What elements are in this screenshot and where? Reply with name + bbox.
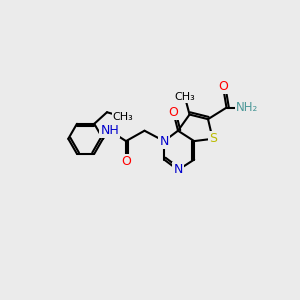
Text: O: O [121, 155, 131, 168]
Text: N: N [173, 164, 183, 176]
Text: O: O [218, 80, 228, 93]
Text: NH₂: NH₂ [236, 101, 258, 114]
Text: S: S [209, 132, 217, 145]
Text: NH: NH [100, 124, 119, 137]
Text: CH₃: CH₃ [113, 112, 134, 122]
Text: CH₃: CH₃ [175, 92, 195, 102]
Text: O: O [168, 106, 178, 119]
Text: N: N [160, 135, 169, 148]
Text: NH: NH [100, 124, 119, 137]
